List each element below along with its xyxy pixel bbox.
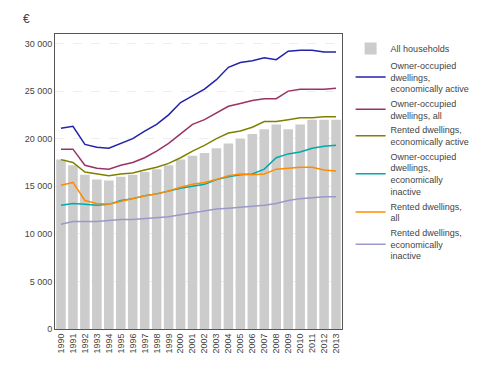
svg-text:20 000: 20 000 [25,134,53,144]
svg-text:2012: 2012 [319,334,329,354]
svg-text:1995: 1995 [116,334,126,354]
svg-text:1990: 1990 [56,334,66,354]
svg-text:2002: 2002 [199,334,209,354]
svg-text:15 000: 15 000 [25,181,53,191]
svg-text:€: € [23,12,30,26]
svg-text:1999: 1999 [164,334,174,354]
svg-text:1994: 1994 [104,334,114,354]
svg-text:2009: 2009 [283,334,293,354]
svg-text:1993: 1993 [92,334,102,354]
svg-text:2013: 2013 [331,334,341,354]
svg-text:2001: 2001 [187,334,197,354]
svg-text:2008: 2008 [271,334,281,354]
svg-text:Owner-occupieddwellings,econom: Owner-occupieddwellings,economically act… [391,61,469,94]
svg-text:2007: 2007 [259,334,269,354]
svg-text:All households: All households [391,44,450,54]
svg-text:2010: 2010 [295,334,305,354]
svg-text:10 000: 10 000 [25,229,53,239]
svg-text:2004: 2004 [223,334,233,354]
svg-text:Owner-occupieddwellings, all: Owner-occupieddwellings, all [391,99,457,121]
svg-text:Rented dwellings,economicallyi: Rented dwellings,economicallyinactive [391,228,462,261]
svg-text:0: 0 [47,324,52,334]
svg-text:2003: 2003 [211,334,221,354]
svg-text:1997: 1997 [140,334,150,354]
svg-text:1996: 1996 [128,334,138,354]
svg-text:2000: 2000 [175,334,185,354]
svg-text:2005: 2005 [235,334,245,354]
svg-text:Rented dwellings,all: Rented dwellings,all [391,202,462,224]
svg-text:1991: 1991 [68,334,78,354]
svg-text:Owner-occupieddwellings,econom: Owner-occupieddwellings,economicallyinac… [391,152,457,197]
svg-text:30 000: 30 000 [25,39,53,49]
svg-text:2011: 2011 [307,334,317,353]
svg-text:Rented dwellings,economically: Rented dwellings,economically active [391,125,469,147]
svg-text:1998: 1998 [152,334,162,354]
svg-text:1992: 1992 [80,334,90,354]
svg-text:2006: 2006 [247,334,257,354]
svg-text:25 000: 25 000 [25,86,53,96]
svg-text:5 000: 5 000 [30,277,53,287]
